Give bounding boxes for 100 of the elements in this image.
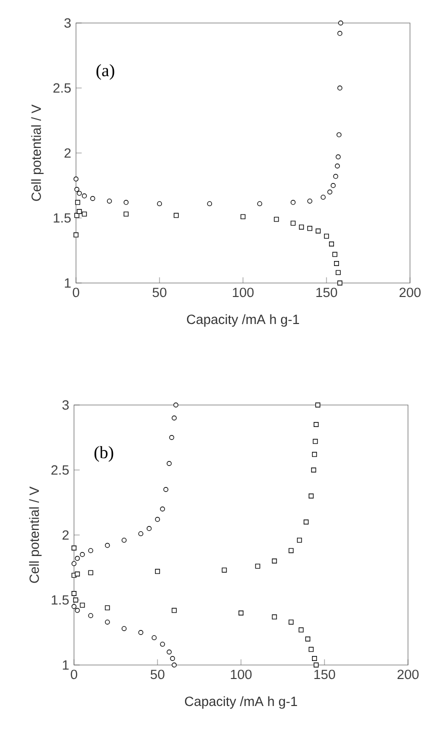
point: [337, 30, 342, 36]
point: [155, 516, 160, 522]
point: [88, 613, 94, 618]
point: [169, 435, 174, 440]
y-tick-label: 1.5: [54, 213, 71, 223]
y-tick-label: 2.5: [51, 465, 69, 475]
point: [255, 564, 260, 569]
x-tick-label: 200: [398, 670, 419, 680]
point: [336, 270, 341, 276]
point: [82, 212, 87, 217]
point: [315, 402, 320, 408]
point: [146, 526, 152, 531]
point: [207, 201, 212, 206]
x-tick-label: 150: [316, 288, 338, 298]
point: [74, 176, 78, 182]
point: [172, 416, 177, 420]
point: [163, 487, 168, 492]
point: [337, 280, 342, 286]
point: [88, 548, 94, 554]
point: [138, 630, 144, 635]
point: [312, 656, 317, 661]
point: [336, 154, 341, 160]
point: [314, 422, 319, 427]
point: [74, 608, 80, 613]
point: [298, 627, 304, 632]
point: [88, 570, 94, 576]
point: [138, 531, 144, 536]
point: [75, 200, 80, 205]
point: [170, 656, 175, 661]
point: [338, 20, 344, 26]
point: [312, 452, 317, 457]
point: [272, 614, 277, 620]
point: [238, 610, 244, 616]
point: [172, 608, 177, 613]
point: [327, 190, 332, 194]
point: [305, 636, 310, 642]
point: [311, 468, 316, 472]
point: [160, 642, 165, 647]
y-tick-label: 1.5: [52, 595, 69, 605]
point: [298, 224, 304, 230]
point: [122, 626, 127, 632]
point: [152, 635, 157, 640]
point: [72, 591, 76, 596]
point: [332, 252, 338, 257]
y-tick-label: 2.5: [53, 83, 71, 93]
point: [72, 546, 76, 550]
point: [308, 494, 314, 498]
x-tick-label: 200: [400, 288, 421, 298]
point: [74, 572, 80, 576]
point: [166, 650, 172, 654]
point: [155, 568, 160, 574]
point: [72, 561, 76, 566]
y-tick-label: 3: [64, 18, 71, 28]
point: [166, 461, 172, 466]
point: [82, 193, 87, 198]
y-axis-title: Cell potential / V: [29, 486, 42, 583]
point: [307, 226, 312, 231]
annotation: (a): [96, 64, 114, 80]
point: [308, 646, 314, 652]
x-axis-title: Capacity /mA h g-1: [186, 314, 300, 327]
point: [76, 190, 82, 196]
point: [330, 183, 336, 188]
point: [106, 198, 112, 204]
y-tick-label: 2: [62, 530, 69, 540]
point: [333, 174, 338, 179]
point: [124, 200, 129, 205]
point: [334, 164, 340, 168]
x-tick-label: 0: [72, 288, 80, 298]
point: [80, 552, 85, 557]
point: [74, 212, 80, 218]
point: [172, 662, 177, 668]
point: [336, 132, 342, 138]
point: [329, 242, 334, 246]
point: [307, 198, 312, 204]
x-tick-label: 50: [152, 288, 166, 298]
point: [222, 568, 227, 573]
point: [76, 209, 82, 214]
point: [160, 506, 165, 512]
annotation: (b): [94, 446, 114, 462]
point: [304, 520, 309, 524]
x-tick-label: 50: [150, 670, 164, 680]
y-tick-label: 1: [62, 660, 69, 670]
x-tick-label: 0: [70, 670, 78, 680]
point: [316, 228, 321, 234]
point: [290, 200, 296, 205]
point: [324, 234, 329, 239]
point: [272, 558, 277, 564]
point: [72, 604, 76, 609]
point: [274, 216, 279, 222]
point: [90, 196, 96, 201]
point: [288, 620, 294, 625]
point: [290, 220, 296, 226]
point: [296, 538, 302, 543]
point: [240, 214, 246, 220]
x-tick-label: 100: [230, 670, 252, 680]
point: [157, 201, 162, 206]
point: [74, 556, 80, 561]
x-tick-label: 100: [232, 288, 254, 298]
point: [257, 201, 262, 206]
point: [73, 598, 78, 602]
